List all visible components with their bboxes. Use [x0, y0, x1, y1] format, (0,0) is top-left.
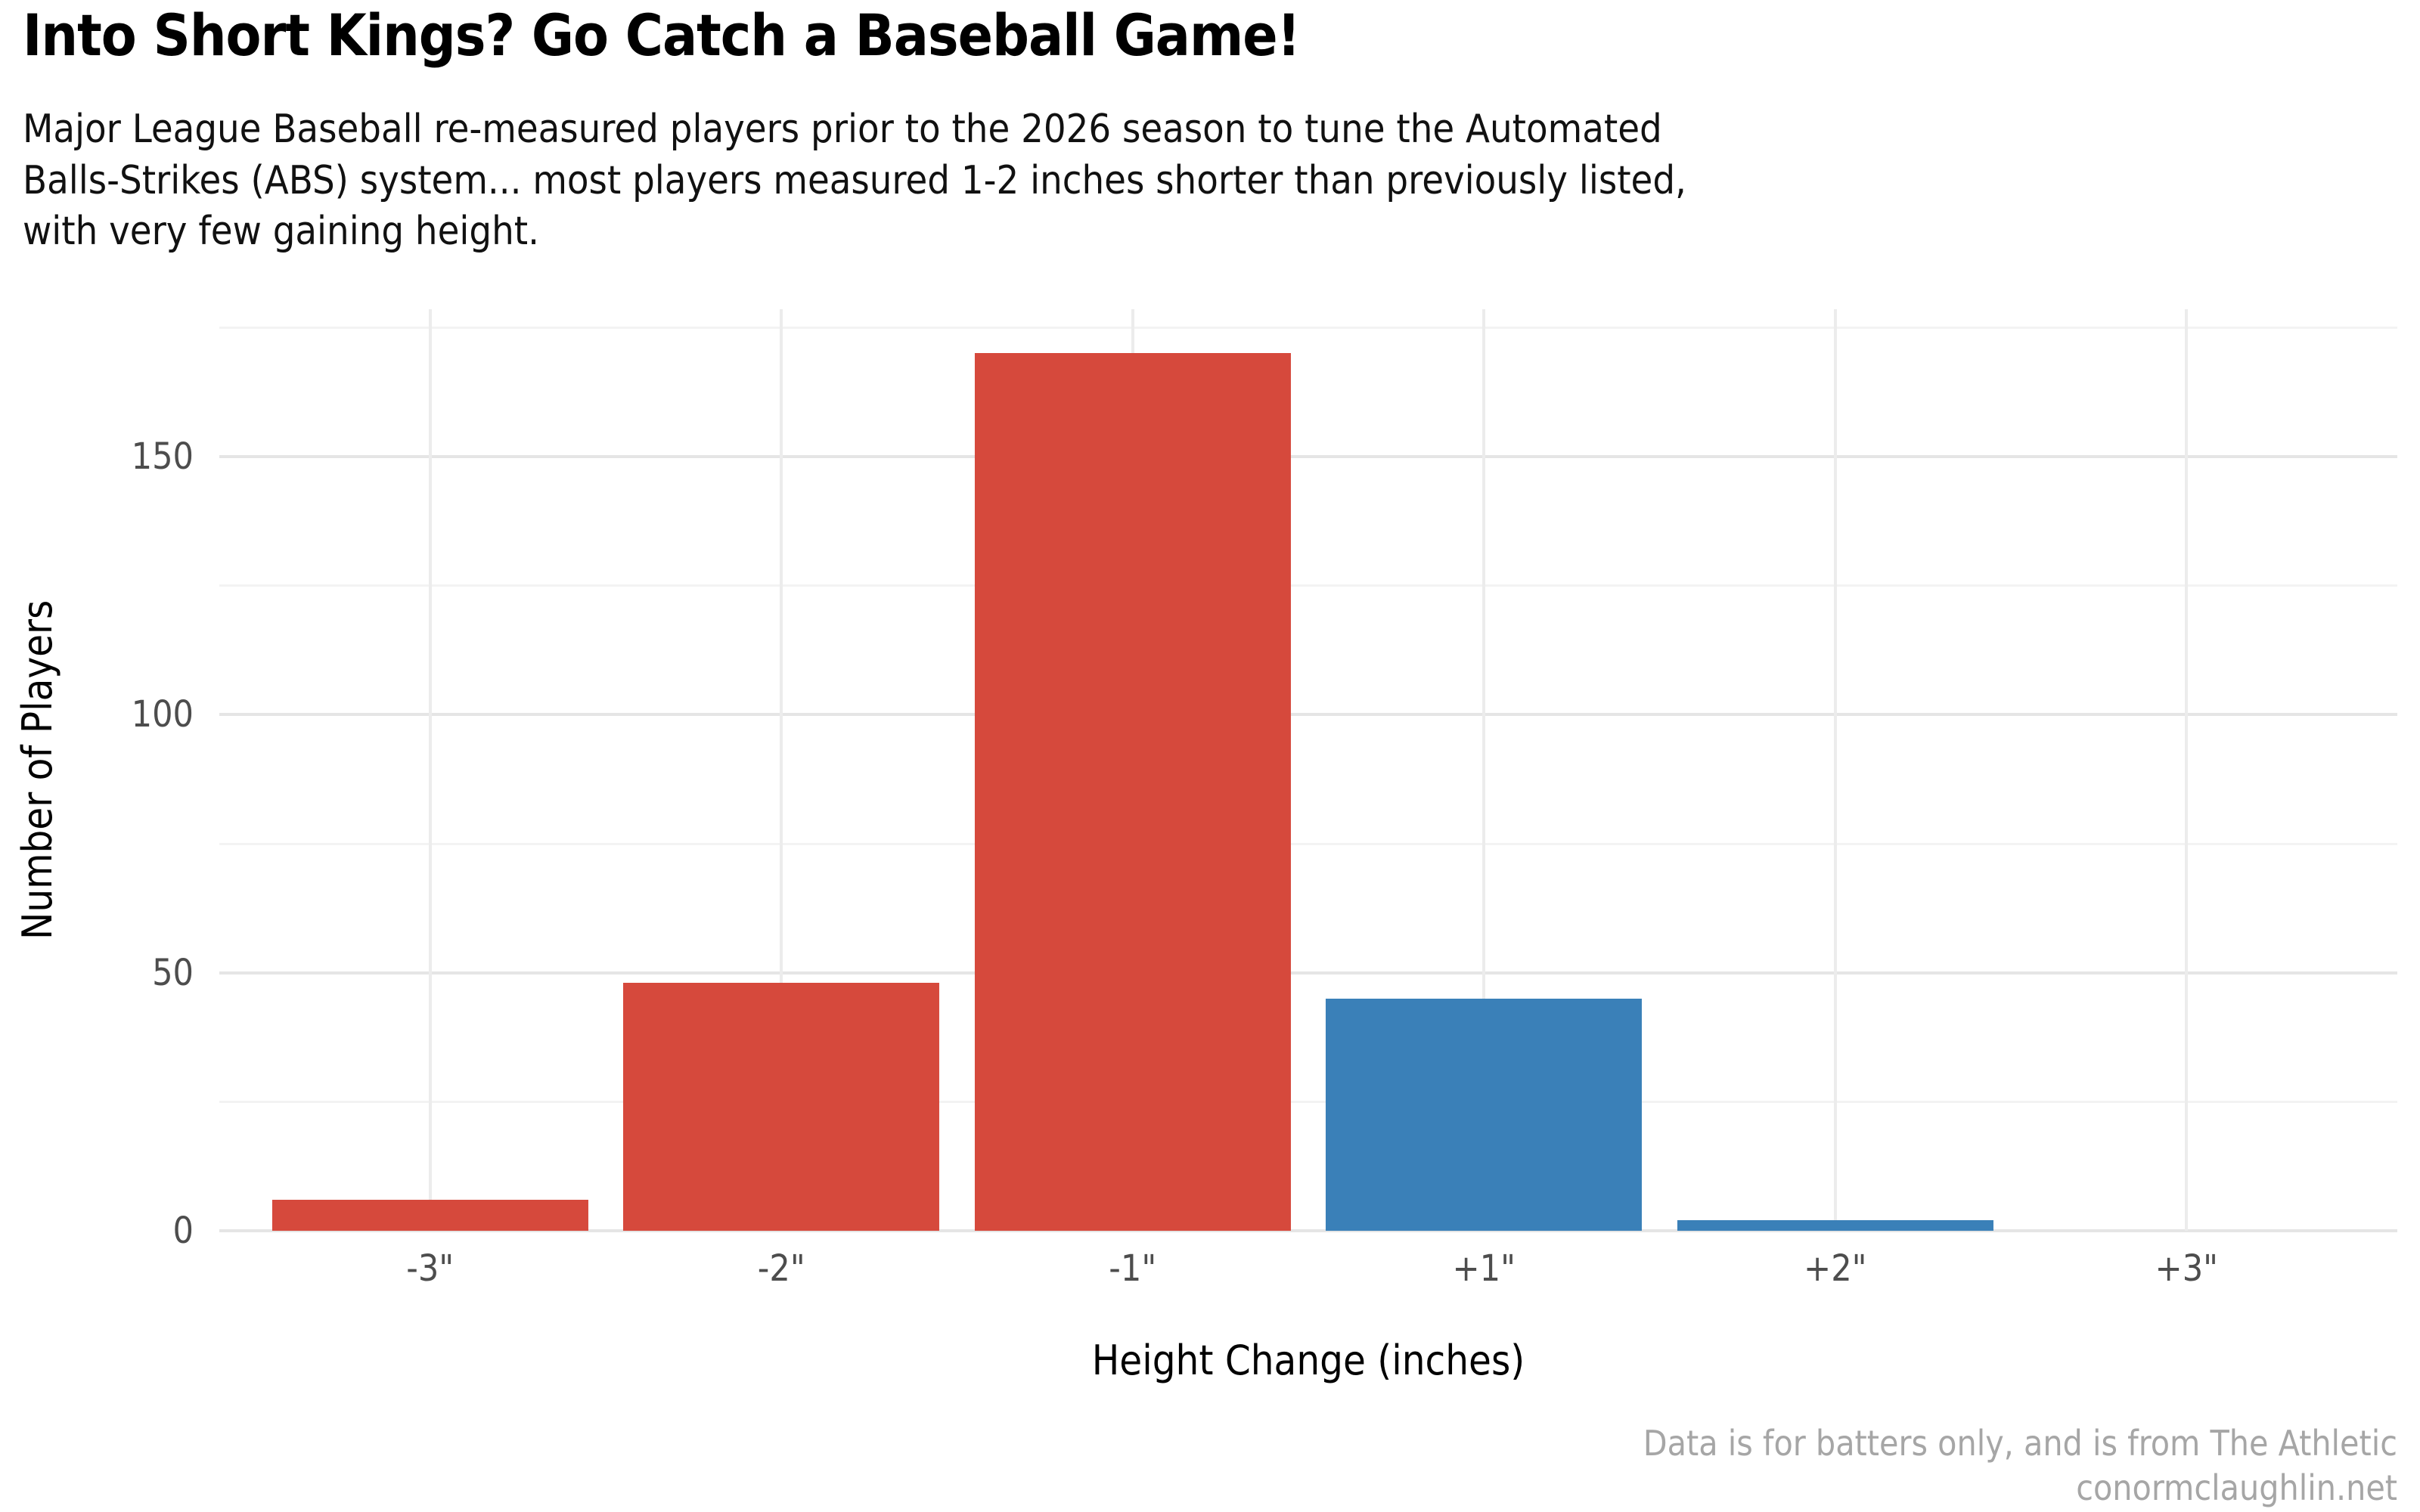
x-tick-label-6: +3" — [2155, 1247, 2219, 1290]
gridline-x-6 — [2185, 309, 2189, 1231]
gridline-x-5 — [1833, 309, 1837, 1231]
gridline-x-1 — [428, 309, 432, 1231]
chart-subtitle-line-3: with very few gaining height. — [23, 209, 539, 255]
caption-website: conormclaughlin.net — [2076, 1467, 2397, 1508]
y-tick-label-100: 100 — [131, 693, 194, 736]
y-axis-title: Number of Players — [14, 600, 61, 940]
minor-gridline-y-75 — [219, 842, 2397, 845]
y-tick-label-0: 0 — [172, 1210, 194, 1252]
gridline-x-2 — [780, 309, 783, 1231]
x-tick-label-4: +1" — [1452, 1247, 1516, 1290]
major-gridline-y-100 — [219, 713, 2397, 717]
x-tick-label-1: -3" — [406, 1247, 455, 1290]
chart-subtitle-line-1: Major League Baseball re-measured player… — [23, 107, 1662, 152]
major-gridline-y-150 — [219, 454, 2397, 458]
minor-gridline-y-175 — [219, 326, 2397, 329]
bar-4 — [1326, 998, 1643, 1231]
x-tick-label-3: -1" — [1109, 1247, 1157, 1290]
x-tick-label-5: +2" — [1804, 1247, 1867, 1290]
caption-source: Data is for batters only, and is from Th… — [1643, 1423, 2397, 1464]
bar-1 — [271, 1200, 588, 1231]
bar-5 — [1677, 1220, 1993, 1231]
gridline-x-4 — [1482, 309, 1486, 1231]
chart-subtitle-line-2: Balls-Strikes (ABS) system... most playe… — [23, 157, 1686, 203]
chart-title: Into Short Kings? Go Catch a Baseball Ga… — [23, 2, 1301, 69]
plot-area: 0 50 100 150 -3" -2" -1" +1" +2" +3" — [132, 309, 2397, 1287]
major-gridline-y-0 — [219, 1229, 2397, 1232]
minor-gridline-y-25 — [219, 1101, 2397, 1104]
x-tick-label-2: -2" — [757, 1247, 805, 1290]
major-gridline-y-50 — [219, 971, 2397, 974]
bar-3 — [974, 353, 1291, 1231]
x-axis-title: Height Change (inches) — [1091, 1337, 1525, 1384]
minor-gridline-y-125 — [219, 584, 2397, 587]
y-tick-label-150: 150 — [131, 435, 194, 478]
y-tick-label-50: 50 — [152, 951, 194, 994]
chart-subtitle: Major League Baseball re-measured player… — [23, 104, 1686, 258]
bar-2 — [623, 983, 940, 1231]
chart-caption: Data is for batters only, and is from Th… — [1643, 1421, 2397, 1510]
